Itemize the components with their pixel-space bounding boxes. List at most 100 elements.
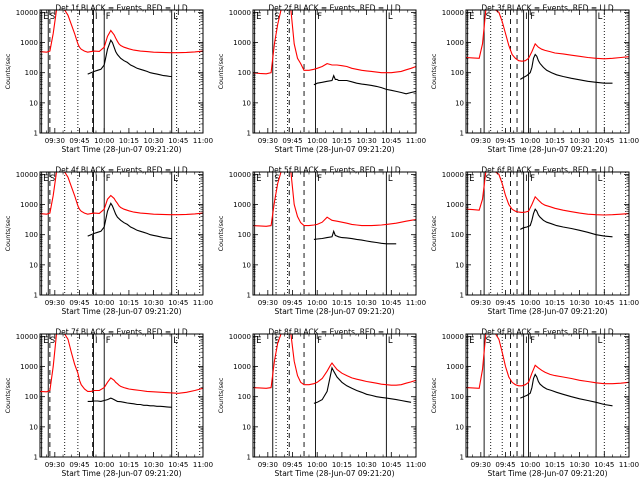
y-tick-label: 100: [25, 69, 38, 77]
x-tick-label: 10:15: [332, 299, 352, 307]
marker-label: F: [317, 174, 322, 184]
marker-label: E: [43, 174, 48, 184]
y-tick-label: 100: [25, 393, 38, 401]
x-tick-label: 10:30: [357, 299, 377, 307]
x-axis-label: Start Time (28-Jun-07 09:21:20): [275, 469, 395, 478]
x-tick-label: 11:00: [406, 137, 426, 145]
x-tick-label: 10:15: [119, 461, 139, 469]
marker-label: S: [486, 336, 491, 346]
marker-label: F: [530, 174, 535, 184]
y-tick-label: 10: [29, 423, 38, 431]
x-axis-label: Start Time (28-Jun-07 09:21:20): [62, 307, 182, 316]
series-line-events: [87, 202, 172, 240]
y-tick-label: 1: [34, 130, 38, 138]
x-tick-label: 10:15: [545, 137, 565, 145]
y-tick-label: 10000: [442, 333, 464, 341]
panel-det-8: Det 8f BLACK = Events, RED = LLD E S F L 1 10 1…: [217, 328, 426, 479]
panel-det-4: Det 4f BLACK = Events, RED = LLD E S I F L 1 10…: [4, 166, 213, 317]
panel-title: Det 5f BLACK = Events, RED = LLD: [268, 166, 401, 175]
marker-label: S: [274, 336, 279, 346]
marker-label: L: [598, 12, 603, 22]
marker-label: S: [486, 174, 491, 184]
panel-det-3: Det 3f BLACK = Events, RED = LLD E S I F L 1 10…: [430, 4, 639, 155]
x-tick-label: 10:45: [168, 137, 188, 145]
x-tick-label: 09:45: [495, 137, 515, 145]
series-group: [466, 10, 629, 84]
series-line-events: [520, 373, 613, 407]
series-line-lld: [466, 10, 629, 62]
series-group: [253, 334, 416, 404]
y-tick-label: 10: [242, 423, 251, 431]
panel-title: Det 1f BLACK = Events, RED = LLD: [55, 4, 188, 13]
y-tick-label: 1: [460, 454, 464, 462]
series-line-lld: [253, 334, 416, 389]
y-tick-label: 10000: [16, 171, 38, 179]
x-tick-label: 10:45: [594, 299, 614, 307]
marker-label: F: [106, 336, 111, 346]
x-axis-label: Start Time (28-Jun-07 09:21:20): [488, 307, 608, 316]
x-tick-label: 10:15: [332, 137, 352, 145]
marker-label: E: [469, 336, 474, 346]
marker-label: E: [469, 12, 474, 22]
plot-frame: [252, 171, 417, 296]
y-tick-label: 10000: [229, 333, 251, 341]
x-tick-label: 09:30: [471, 137, 491, 145]
y-tick-label: 10: [29, 99, 38, 107]
y-axis-label: Counts/sec: [430, 377, 438, 413]
x-tick-label: 10:45: [381, 299, 401, 307]
series-line-events: [87, 397, 172, 408]
x-tick-label: 10:15: [119, 137, 139, 145]
y-tick-label: 1000: [20, 39, 38, 47]
y-tick-label: 10: [455, 423, 464, 431]
plot-frame: [252, 9, 417, 134]
y-axis-label: Counts/sec: [4, 377, 12, 413]
marker-label: I: [525, 174, 528, 184]
x-tick-label: 10:30: [570, 461, 590, 469]
marker-label: I: [525, 12, 528, 22]
marker-label: I: [95, 12, 98, 22]
x-tick-label: 09:30: [258, 461, 278, 469]
plot-frame: [39, 333, 204, 458]
y-tick-label: 1000: [233, 201, 251, 209]
marker-label: E: [43, 12, 48, 22]
marker-label: E: [256, 12, 261, 22]
series-line-events: [313, 229, 397, 245]
x-tick-label: 10:45: [594, 137, 614, 145]
panel-title: Det 2f BLACK = Events, RED = LLD: [268, 4, 401, 13]
marker-label: L: [388, 336, 393, 346]
x-tick-label: 09:30: [258, 299, 278, 307]
y-tick-label: 1000: [446, 201, 464, 209]
y-tick-label: 10000: [229, 9, 251, 17]
y-tick-label: 1000: [233, 363, 251, 371]
marker-label: L: [173, 12, 178, 22]
x-tick-label: 10:00: [520, 137, 540, 145]
x-tick-label: 11:00: [619, 461, 639, 469]
marker-label: I: [95, 174, 98, 184]
x-tick-label: 10:30: [570, 299, 590, 307]
series-line-lld: [40, 172, 203, 216]
marker-label: F: [106, 12, 111, 22]
y-tick-label: 10: [242, 261, 251, 269]
x-tick-label: 10:30: [144, 461, 164, 469]
x-tick-label: 11:00: [619, 137, 639, 145]
x-tick-label: 09:45: [69, 299, 89, 307]
panel-det-9: Det 9f BLACK = Events, RED = LLD E S I F L 1 10…: [430, 328, 639, 479]
x-tick-label: 09:45: [282, 299, 302, 307]
series-line-events: [313, 366, 412, 404]
marker-label: E: [469, 174, 474, 184]
x-tick-label: 10:30: [144, 299, 164, 307]
x-tick-label: 09:30: [45, 299, 65, 307]
marker-label: E: [256, 174, 261, 184]
y-axis-label: Counts/sec: [430, 215, 438, 251]
series-group: [40, 10, 203, 78]
y-tick-label: 100: [238, 69, 251, 77]
panel-title: Det 4f BLACK = Events, RED = LLD: [55, 166, 188, 175]
y-tick-label: 1: [460, 130, 464, 138]
series-line-events: [313, 74, 416, 95]
x-tick-label: 10:00: [520, 461, 540, 469]
x-tick-label: 09:30: [471, 299, 491, 307]
marker-label: L: [173, 174, 178, 184]
y-tick-label: 10000: [16, 333, 38, 341]
series-line-events: [520, 208, 613, 238]
y-tick-label: 1: [34, 454, 38, 462]
